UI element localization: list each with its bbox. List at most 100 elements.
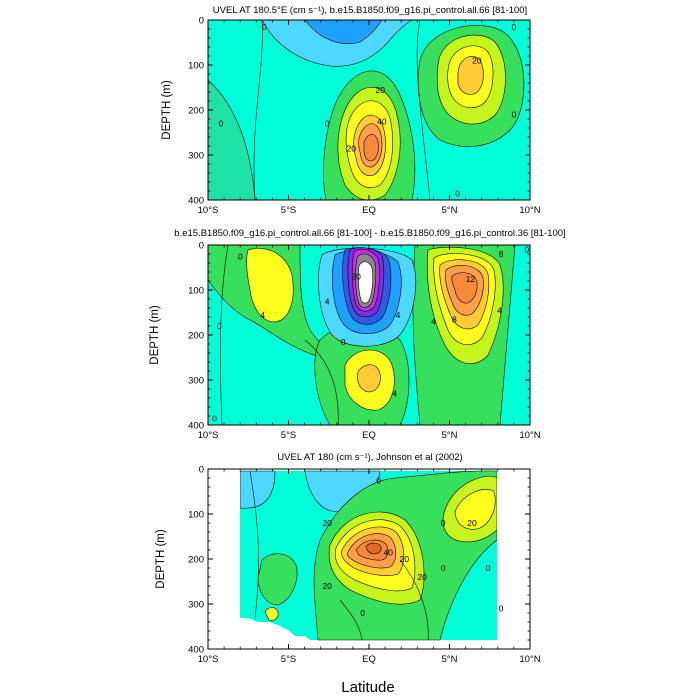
contour-label: 0 xyxy=(219,119,224,129)
contour-label: 0 xyxy=(441,563,446,573)
x-tick-label: 5°S xyxy=(281,430,296,441)
panel-1-plot xyxy=(208,20,530,200)
contour-label: 0 xyxy=(499,604,504,614)
panel-3-no-data-west xyxy=(208,469,240,649)
x-tick-label: 5°S xyxy=(281,654,296,665)
contour-label: 20 xyxy=(322,518,332,528)
panel-2-necc-12 xyxy=(451,272,478,304)
x-tick-label: EQ xyxy=(362,430,376,441)
contour-label: 0 xyxy=(455,188,460,198)
contour-label: 0 xyxy=(212,413,217,423)
panel-1-contour-line xyxy=(416,20,431,200)
contour-label: 0 xyxy=(512,22,517,32)
panel-3-contour-labels: 20 40 20 20 20 20 0 0 0 0 0 0 xyxy=(322,475,503,618)
y-tick-label: 100 xyxy=(188,286,204,297)
panel-2-contour-line xyxy=(304,339,339,425)
panel-1-negative-region xyxy=(261,20,413,67)
contour-label: 20 xyxy=(347,143,357,153)
contour-label: 20 xyxy=(322,581,332,591)
contour-label: 0 xyxy=(238,251,243,261)
panel-3-necc-20 xyxy=(454,489,496,530)
panel-3-euc-60 xyxy=(365,542,382,555)
panel-2-neg-max xyxy=(358,261,374,304)
panel-3-no-data-east xyxy=(497,469,530,649)
panel-3-positive-south xyxy=(257,553,298,606)
panel-2-ylabel: DEPTH (m) xyxy=(149,305,161,365)
panel-3-positive-south-core xyxy=(264,607,279,621)
contour-label: 20 xyxy=(472,56,482,66)
x-tick-label: 5°S xyxy=(281,205,296,216)
panel-3-title: UVEL AT 180 (cm s⁻¹), Johnson et al (200… xyxy=(277,452,462,463)
y-tick-label: 400 xyxy=(188,645,204,656)
y-tick-label: 400 xyxy=(188,421,204,432)
x-tick-label: 5°N xyxy=(442,654,458,665)
y-tick-label: 200 xyxy=(188,331,204,342)
panel-3-contour-line xyxy=(249,470,259,619)
x-tick-label: 10°N xyxy=(519,430,540,441)
panel-3-contour-line xyxy=(339,599,363,641)
y-tick-label: 0 xyxy=(199,241,204,252)
y-tick-label: 300 xyxy=(188,151,204,162)
contour-label: 20 xyxy=(400,554,410,564)
panel-3-plot xyxy=(208,469,530,649)
x-tick-label: 10°S xyxy=(198,205,219,216)
contour-label: 0 xyxy=(325,119,330,129)
x-tick-label: 10°N xyxy=(519,205,540,216)
x-tick-label: 10°S xyxy=(198,654,219,665)
panel-2-contour-labels: 20 4 4 0 0 0 4 4 8 12 8 4 4 0 0 xyxy=(212,245,529,424)
contour-label: 8 xyxy=(452,314,457,324)
y-tick-label: 200 xyxy=(188,555,204,566)
contour-label: 0 xyxy=(441,518,446,528)
panel-2-title: b.e15.B1850.f09_g16.pi_control.all.66 [8… xyxy=(174,228,565,239)
contour-label: 8 xyxy=(499,249,504,259)
contour-label: 0 xyxy=(262,22,267,32)
panel-3-ylabel: DEPTH (m) xyxy=(155,529,167,589)
panel-2-lobe-south xyxy=(246,247,294,323)
figure-xlabel: Latitude xyxy=(341,679,394,696)
panel-1-necc-25 xyxy=(457,55,484,95)
panel-2-contour-line xyxy=(220,245,229,425)
contour-label: 4 xyxy=(392,389,397,399)
panel-1-contour-labels: 0 20 40 20 0 0 20 0 0 0 xyxy=(219,22,517,199)
contour-label: 0 xyxy=(376,475,381,485)
y-tick-label: 100 xyxy=(188,510,204,521)
x-tick-label: 5°N xyxy=(442,430,458,441)
contour-label: 4 xyxy=(396,310,401,320)
contour-label: 20 xyxy=(376,85,386,95)
contour-label: 4 xyxy=(497,305,502,315)
x-tick-label: 5°N xyxy=(442,205,458,216)
y-tick-label: 400 xyxy=(188,196,204,207)
x-tick-label: EQ xyxy=(362,205,376,216)
y-tick-label: 100 xyxy=(188,61,204,72)
contour-label: 20 xyxy=(351,272,361,282)
panel-1: UVEL AT 180.5°E (cm s⁻¹), b.e15.B1850.f0… xyxy=(161,5,541,216)
panel-1-ylabel: DEPTH (m) xyxy=(161,80,173,140)
contour-label: 0 xyxy=(486,563,491,573)
x-tick-label: EQ xyxy=(362,654,376,665)
panel-1-title: UVEL AT 180.5°E (cm s⁻¹), b.e15.B1850.f0… xyxy=(213,5,527,16)
contour-label: 0 xyxy=(217,321,222,331)
contour-label: 0 xyxy=(524,245,529,255)
contour-label: 40 xyxy=(384,547,394,557)
panel-1-strong-negative-region xyxy=(304,20,383,45)
panel-2-plot xyxy=(208,245,530,425)
y-tick-label: 200 xyxy=(188,106,204,117)
contour-label: 0 xyxy=(512,110,517,120)
contour-label: 20 xyxy=(467,518,477,528)
y-tick-label: 300 xyxy=(188,600,204,611)
panel-3-contour-line xyxy=(399,559,429,641)
panel-2: b.e15.B1850.f09_g16.pi_control.all.66 [8… xyxy=(149,228,566,441)
contour-label: 0 xyxy=(341,337,346,347)
contour-label: 20 xyxy=(417,572,427,582)
contour-label: 4 xyxy=(325,296,330,306)
contour-label: 4 xyxy=(431,317,436,327)
panel-1-euc-50 xyxy=(363,134,379,162)
panel-3: UVEL AT 180 (cm s⁻¹), Johnson et al (200… xyxy=(155,452,541,665)
y-tick-label: 300 xyxy=(188,376,204,387)
contour-label: 12 xyxy=(466,274,476,284)
x-tick-label: 10°N xyxy=(519,654,540,665)
